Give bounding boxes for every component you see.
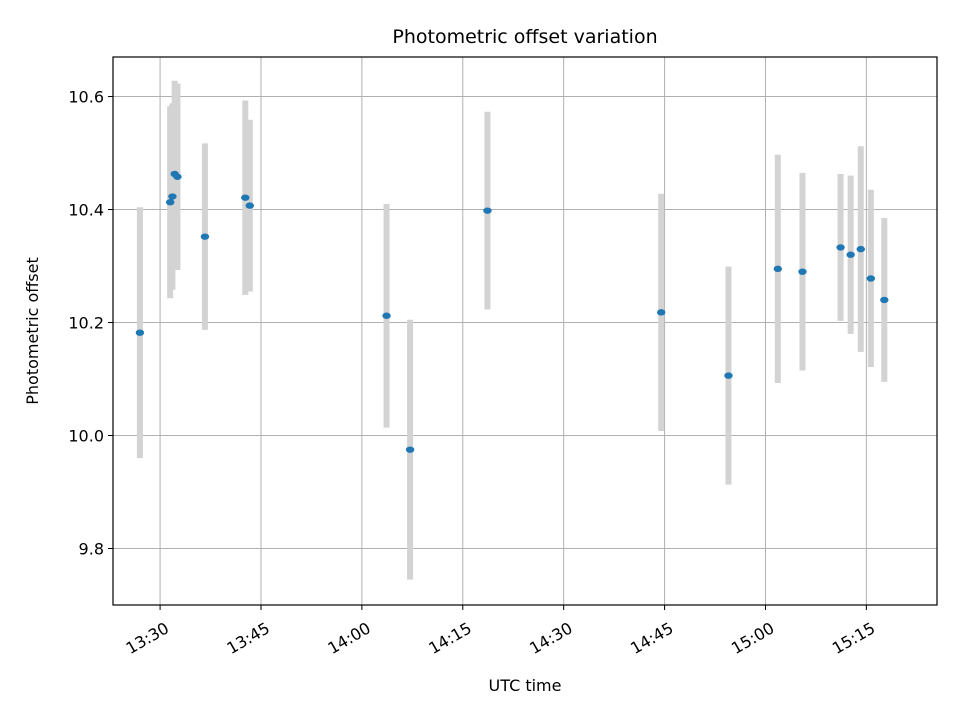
data-point [245, 202, 254, 209]
y-tick-label: 9.8 [79, 540, 104, 559]
data-point [483, 207, 492, 214]
data-point [846, 251, 855, 258]
data-point [405, 446, 415, 453]
y-tick-label: 10.4 [68, 201, 104, 220]
y-tick-label: 10.0 [68, 427, 104, 446]
data-point [798, 268, 807, 275]
data-point [135, 329, 145, 336]
data-point [773, 265, 783, 273]
data-points [135, 170, 889, 453]
data-point [724, 372, 733, 379]
data-point [866, 275, 876, 282]
data-point [836, 244, 845, 251]
data-point [241, 194, 250, 201]
data-point [657, 309, 666, 316]
data-point [165, 198, 175, 206]
data-point [168, 193, 177, 200]
y-axis-label: Photometric offset [23, 257, 42, 405]
chart-title: Photometric offset variation [392, 26, 657, 48]
y-axis-ticks: 9.8 10.0 10.2 10.4 10.6 [68, 88, 113, 559]
data-point [382, 312, 391, 319]
plot-frame [112, 56, 938, 606]
y-tick-label: 10.2 [68, 314, 104, 333]
data-point [173, 173, 182, 180]
y-tick-label: 10.6 [68, 88, 104, 107]
x-axis-label: UTC time [489, 676, 562, 695]
data-point [200, 233, 210, 240]
data-point [856, 245, 865, 253]
data-point [880, 296, 889, 304]
